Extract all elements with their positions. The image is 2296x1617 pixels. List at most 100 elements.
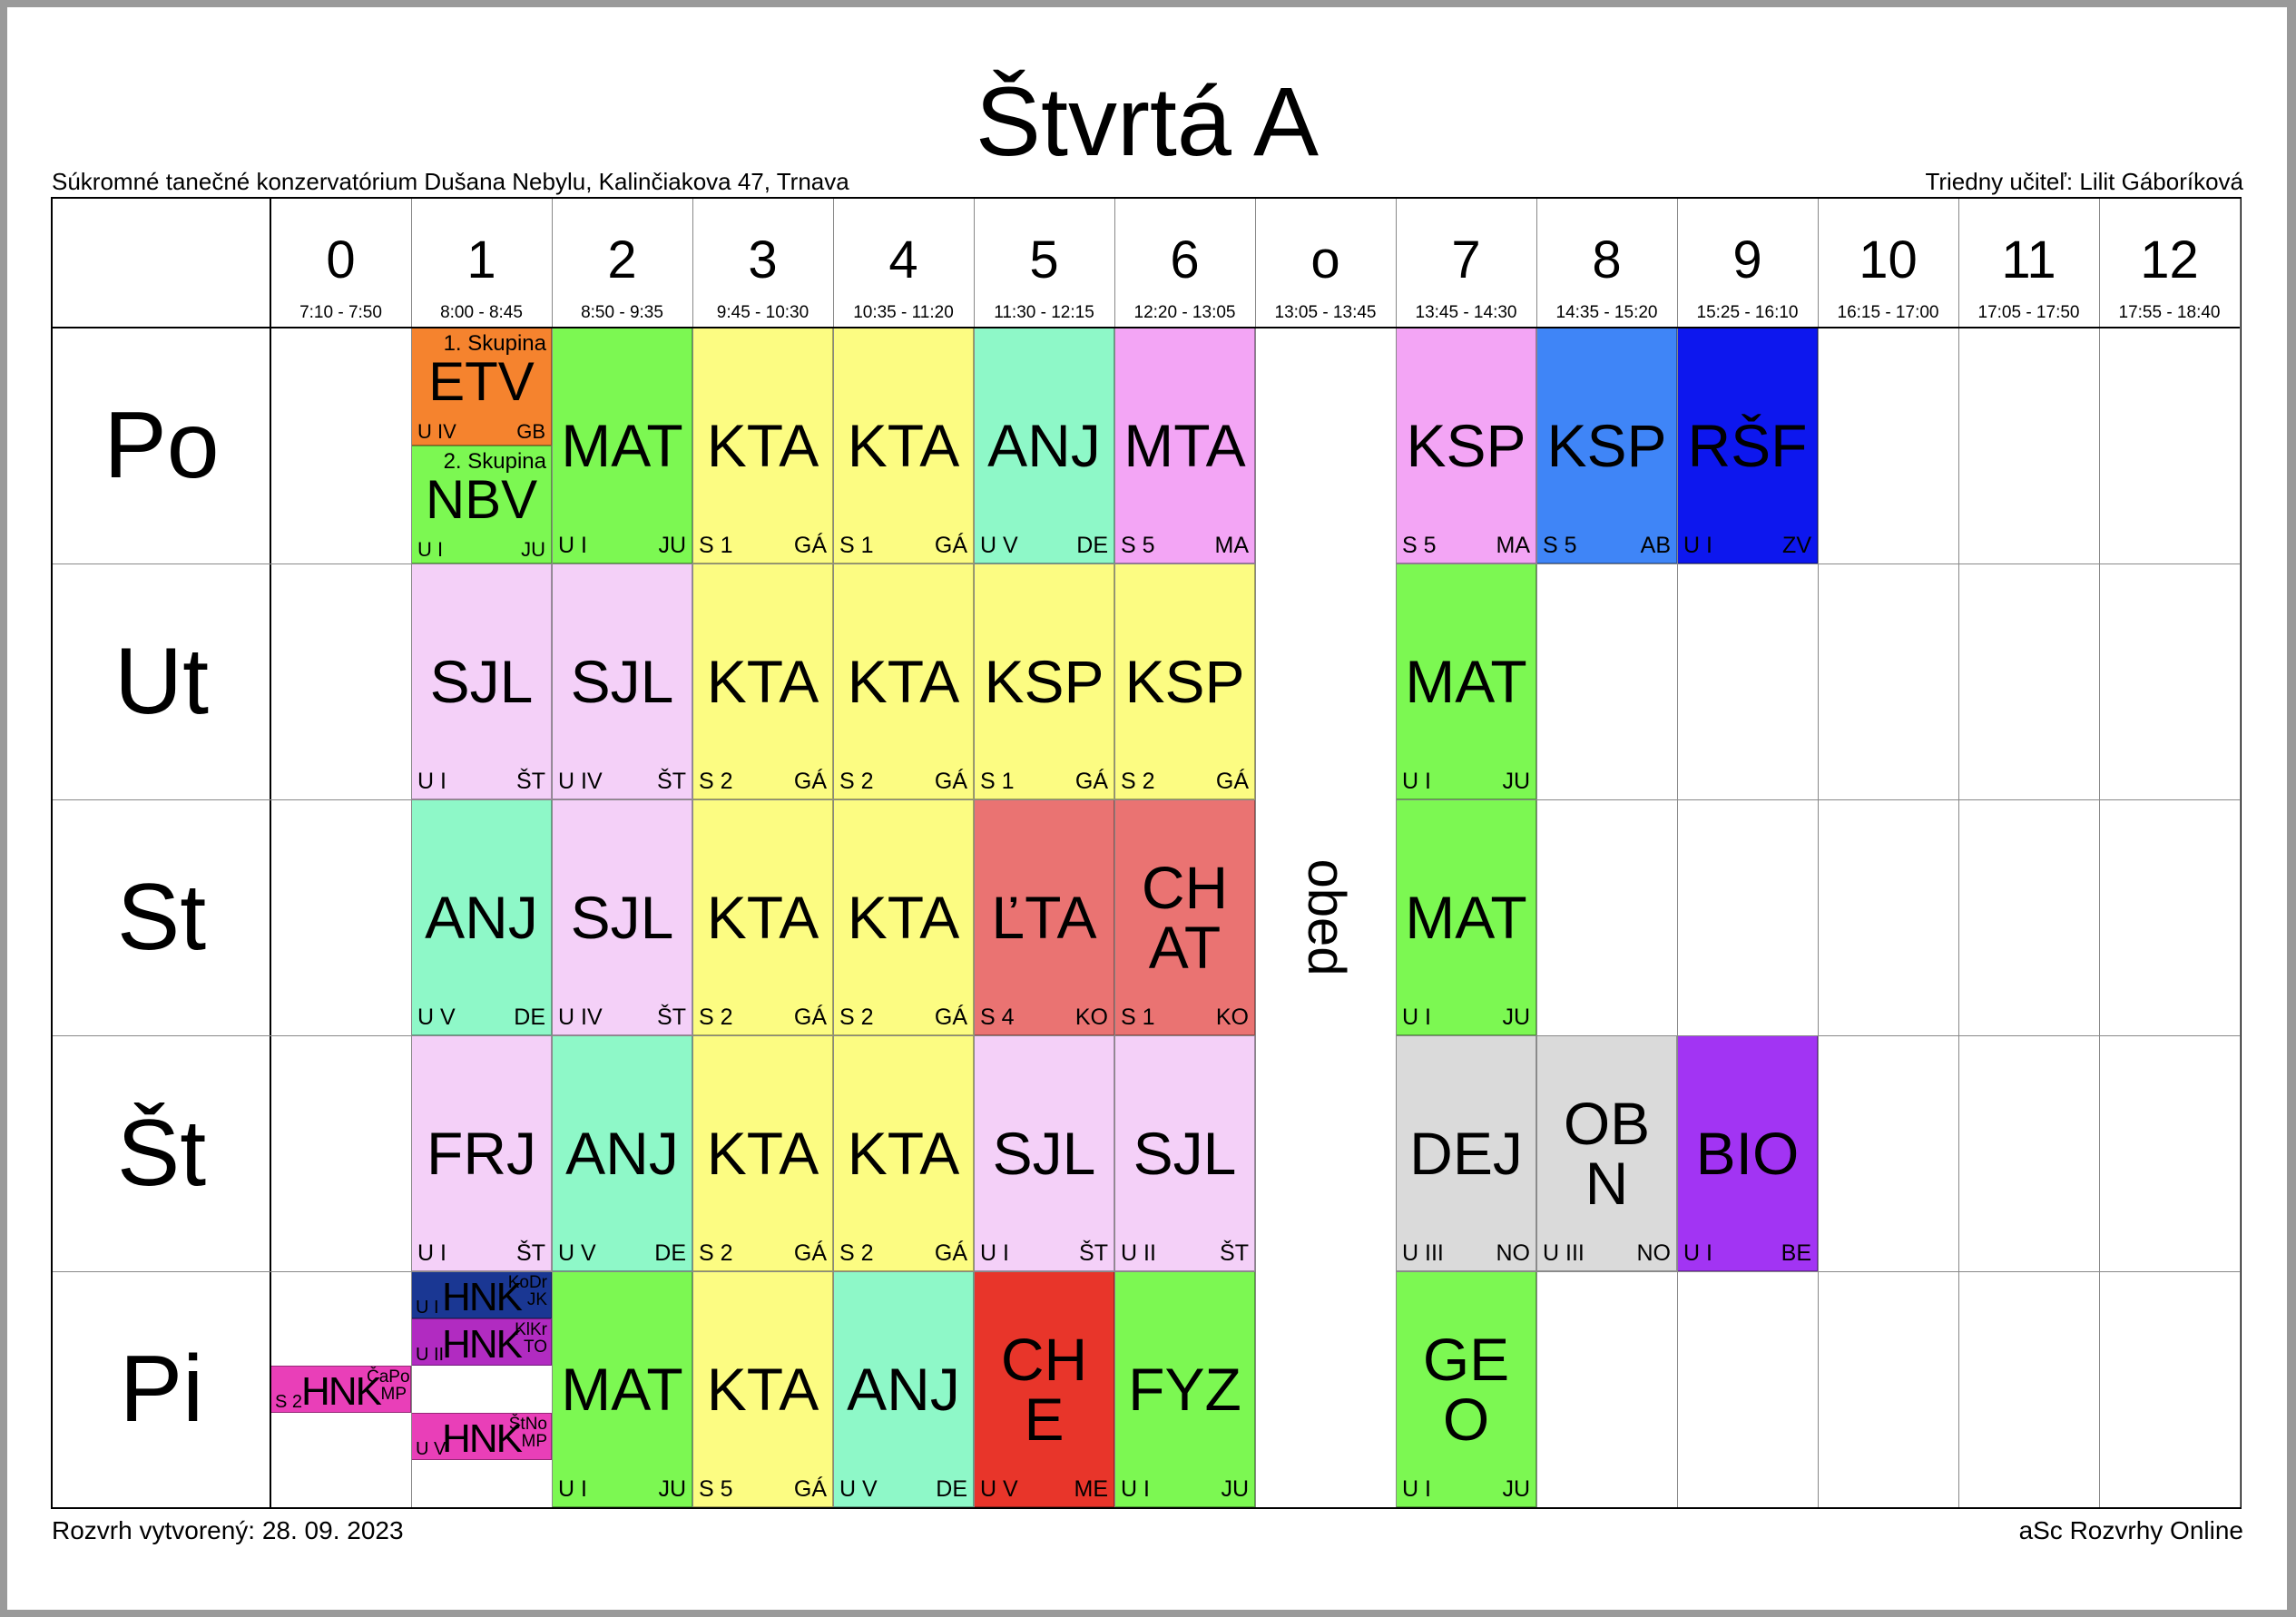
period-time: 8:50 - 9:35	[581, 303, 663, 322]
lesson-card[interactable]: MAT U I JU	[1396, 564, 1536, 799]
lesson-card[interactable]: KTA S 2 GÁ	[833, 799, 974, 1035]
grid-vline	[1677, 199, 1678, 1507]
grid-vline	[411, 199, 412, 1507]
grid-vline	[1536, 199, 1537, 1507]
lesson-card[interactable]: RŠF U I ZV	[1677, 328, 1818, 564]
subject-label: MTA	[1123, 412, 1246, 479]
lesson-card[interactable]: MAT U I JU	[552, 328, 692, 564]
grid-vline	[1396, 199, 1397, 1507]
room-label: S 2	[839, 1240, 874, 1266]
lesson-card[interactable]: KTA S 2 GÁ	[833, 1035, 974, 1271]
teacher-label: AB	[1640, 533, 1671, 558]
room-label: U II	[416, 1345, 445, 1365]
room-label: S 5	[699, 1476, 733, 1502]
room-label: S 5	[1121, 533, 1155, 558]
room-label: U V	[839, 1476, 878, 1502]
room-label: S 2	[699, 1004, 733, 1030]
lesson-card[interactable]: SJL U IV ŠT	[552, 799, 692, 1035]
room-label: U V	[980, 533, 1018, 558]
lesson-card[interactable]: OB N U III NO	[1536, 1035, 1677, 1271]
room-label: S 5	[1543, 533, 1577, 558]
teacher-label: KlKr TO	[515, 1320, 547, 1357]
lesson-card[interactable]: ANJ U V DE	[552, 1035, 692, 1271]
period-header-5: 5 11:30 - 12:15	[974, 199, 1114, 328]
lesson-card[interactable]: MAT U I JU	[1396, 799, 1536, 1035]
room-label: U IV	[417, 420, 456, 443]
lesson-card[interactable]: FRJ U I ŠT	[411, 1035, 552, 1271]
subject-line: O	[1442, 1386, 1490, 1453]
period-header-11: 11 17:05 - 17:50	[1958, 199, 2099, 328]
lesson-card[interactable]: HNK U V ŠtNo MP	[411, 1413, 552, 1460]
teacher-label: GÁ	[793, 769, 827, 794]
room-label: U V	[416, 1439, 446, 1459]
teacher-label: NO	[1636, 1240, 1672, 1266]
day-label-3: Št	[116, 1101, 207, 1206]
lesson-card[interactable]: HNK U I KoDr JK	[411, 1271, 552, 1318]
lesson-card[interactable]: KTA S 1 GÁ	[692, 328, 833, 564]
subject-label: KTA	[706, 412, 819, 479]
subject-label: KSP	[1124, 648, 1245, 715]
lesson-card[interactable]: KTA S 2 GÁ	[692, 799, 833, 1035]
lesson-card[interactable]: FYZ U I JU	[1114, 1271, 1255, 1507]
period-number: 0	[326, 230, 356, 289]
lesson-card[interactable]: SJL U I ŠT	[411, 564, 552, 799]
lesson-card[interactable]: MTA S 5 MA	[1114, 328, 1255, 564]
lesson-card[interactable]: KSP S 1 GÁ	[974, 564, 1114, 799]
day-label-0: Po	[103, 393, 220, 498]
period-header-10: 10 16:15 - 17:00	[1818, 199, 1958, 328]
subject-label: OB N	[1537, 1093, 1676, 1213]
lesson-card[interactable]: ANJ U V DE	[833, 1271, 974, 1507]
grid-hline	[53, 1035, 2240, 1036]
teacher-label: JU	[1502, 1476, 1530, 1502]
lesson-card[interactable]: ANJ U V DE	[411, 799, 552, 1035]
lesson-card[interactable]: SJL U I ŠT	[974, 1035, 1114, 1271]
period-time: 15:25 - 16:10	[1696, 303, 1799, 322]
timetable-grid: 0 7:10 - 7:50 1 8:00 - 8:45 2 8:50 - 9:35 3 9:4…	[51, 197, 2242, 1509]
group-label: 2. Skupina	[443, 449, 546, 474]
room-label: U III	[1402, 1240, 1444, 1266]
period-number: 1	[466, 230, 496, 289]
subject-label: KTA	[706, 884, 819, 951]
lesson-card[interactable]: KTA S 2 GÁ	[692, 564, 833, 799]
subject-label: FRJ	[427, 1120, 536, 1187]
lesson-card[interactable]: BIO U I BE	[1677, 1035, 1818, 1271]
period-number: 4	[888, 230, 918, 289]
teacher-label: GÁ	[793, 1476, 827, 1502]
lesson-card[interactable]: KTA S 2 GÁ	[692, 1035, 833, 1271]
teacher-label: GÁ	[793, 1004, 827, 1030]
teacher-label: GÁ	[934, 1240, 967, 1266]
period-time: 14:35 - 15:20	[1555, 303, 1658, 322]
period-number: 9	[1732, 230, 1762, 289]
room-label: U I	[417, 1240, 446, 1266]
lesson-card[interactable]: 1. Skupina ETV U IV GB	[411, 328, 552, 446]
lesson-card[interactable]: CH E U V ME	[974, 1271, 1114, 1507]
lesson-card[interactable]: HNK S 2 ČaPo MP	[270, 1366, 411, 1413]
period-header-6: 6 12:20 - 13:05	[1114, 199, 1255, 328]
teacher-label: DE	[1076, 533, 1108, 558]
lesson-card[interactable]: ĽTA S 4 KO	[974, 799, 1114, 1035]
lesson-card[interactable]: ANJ U V DE	[974, 328, 1114, 564]
lesson-card[interactable]: KSP S 5 AB	[1536, 328, 1677, 564]
lesson-card[interactable]: DEJ U III NO	[1396, 1035, 1536, 1271]
subject-label: ETV	[428, 351, 535, 412]
room-label: U III	[1543, 1240, 1585, 1266]
lesson-card[interactable]: KSP S 5 MA	[1396, 328, 1536, 564]
teacher-label: GÁ	[793, 1240, 827, 1266]
lunch-label: obed	[1297, 858, 1356, 976]
teacher-label: JU	[1221, 1476, 1249, 1502]
lesson-card[interactable]: HNK U II KlKr TO	[411, 1318, 552, 1366]
lesson-card[interactable]: KTA S 1 GÁ	[833, 328, 974, 564]
brand-label: aSc Rozvrhy Online	[2018, 1516, 2243, 1544]
lesson-card[interactable]: MAT U I JU	[552, 1271, 692, 1507]
period-number: 6	[1170, 230, 1200, 289]
lesson-card[interactable]: KTA S 2 GÁ	[833, 564, 974, 799]
lesson-card[interactable]: GE O U I JU	[1396, 1271, 1536, 1507]
lesson-card[interactable]: KSP S 2 GÁ	[1114, 564, 1255, 799]
lesson-card[interactable]: SJL U IV ŠT	[552, 564, 692, 799]
lesson-card[interactable]: CH AT S 1 KO	[1114, 799, 1255, 1035]
teacher-label: ŠT	[1220, 1240, 1249, 1266]
teacher-label: JU	[658, 533, 686, 558]
lesson-card[interactable]: SJL U II ŠT	[1114, 1035, 1255, 1271]
lesson-card[interactable]: KTA S 5 GÁ	[692, 1271, 833, 1507]
lesson-card[interactable]: 2. Skupina NBV U I JU	[411, 446, 552, 564]
